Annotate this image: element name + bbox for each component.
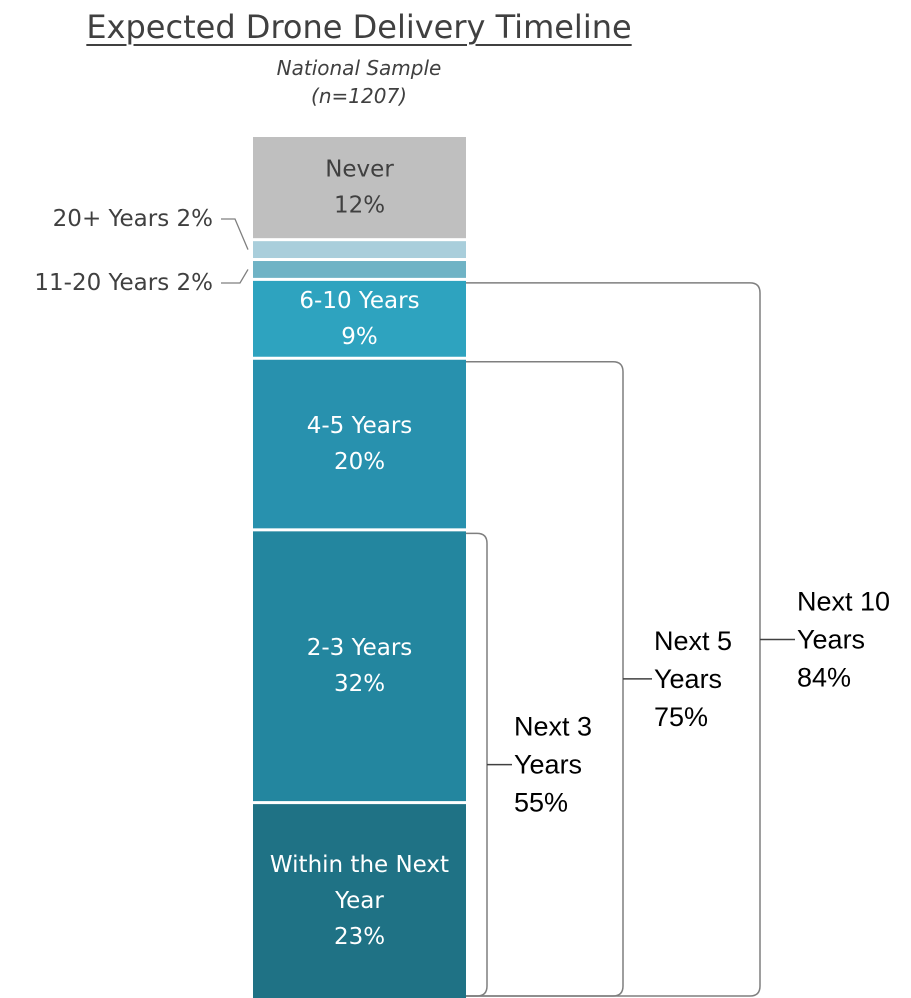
subtitle-line-n: (n=1207) — [311, 84, 407, 108]
annotation-next-3-years-line-0: Next 3 — [514, 712, 592, 742]
external-label-20-years: 20+ Years 2% — [53, 206, 213, 232]
bar-label-within-the-next-year-2: 23% — [334, 924, 385, 950]
bar-segment-4-5-years — [253, 359, 466, 529]
bar-label-never-0: Never — [325, 157, 394, 183]
bar-label-2-3-years-0: 2-3 Years — [307, 635, 413, 661]
annotation-next-3-years-line-1: Years — [514, 750, 582, 780]
bar-segment-within-the-next-year — [253, 804, 466, 998]
bar-label-4-5-years-0: 4-5 Years — [307, 413, 413, 439]
annotation-next-10-years-line-0: Next 10 — [797, 586, 890, 616]
annotation-next-5-years-line-1: Years — [654, 664, 722, 694]
bar-label-never-1: 12% — [334, 193, 385, 219]
subtitle-line-sample: National Sample — [276, 56, 442, 80]
annotation-next-5-years-line-0: Next 5 — [654, 626, 732, 656]
bracket-next-5-years — [466, 361, 624, 997]
leader-line-11-20-years — [221, 269, 249, 284]
bar-label-6-10-years-0: 6-10 Years — [299, 288, 419, 314]
chart-subtitle: National Sample (n=1207) — [0, 54, 718, 110]
chart-title: Expected Drone Delivery Timeline — [86, 8, 632, 46]
bar-segment-never — [253, 137, 466, 239]
annotation-next-10-years-line-1: Years — [797, 624, 865, 654]
annotation-next-3-years-line-2: 55% — [514, 788, 568, 818]
bar-label-within-the-next-year-1: Year — [334, 888, 384, 914]
bar-segment-20-years — [253, 241, 466, 259]
bracket-next-3-years — [466, 532, 488, 997]
bar-segment-11-20-years — [253, 261, 466, 278]
annotation-next-5-years-line-2: 75% — [654, 702, 708, 732]
bar-label-2-3-years-1: 32% — [334, 671, 385, 697]
bar-segment-6-10-years — [253, 280, 466, 357]
bar-label-6-10-years-1: 9% — [341, 324, 378, 350]
bar-label-4-5-years-1: 20% — [334, 449, 385, 475]
annotation-next-10-years-line-2: 84% — [797, 662, 851, 692]
leader-line-20-years — [221, 218, 249, 250]
bar-segment-2-3-years — [253, 531, 466, 802]
bar-label-within-the-next-year-0: Within the Next — [270, 852, 449, 878]
external-label-11-20-years: 11-20 Years 2% — [34, 270, 213, 296]
